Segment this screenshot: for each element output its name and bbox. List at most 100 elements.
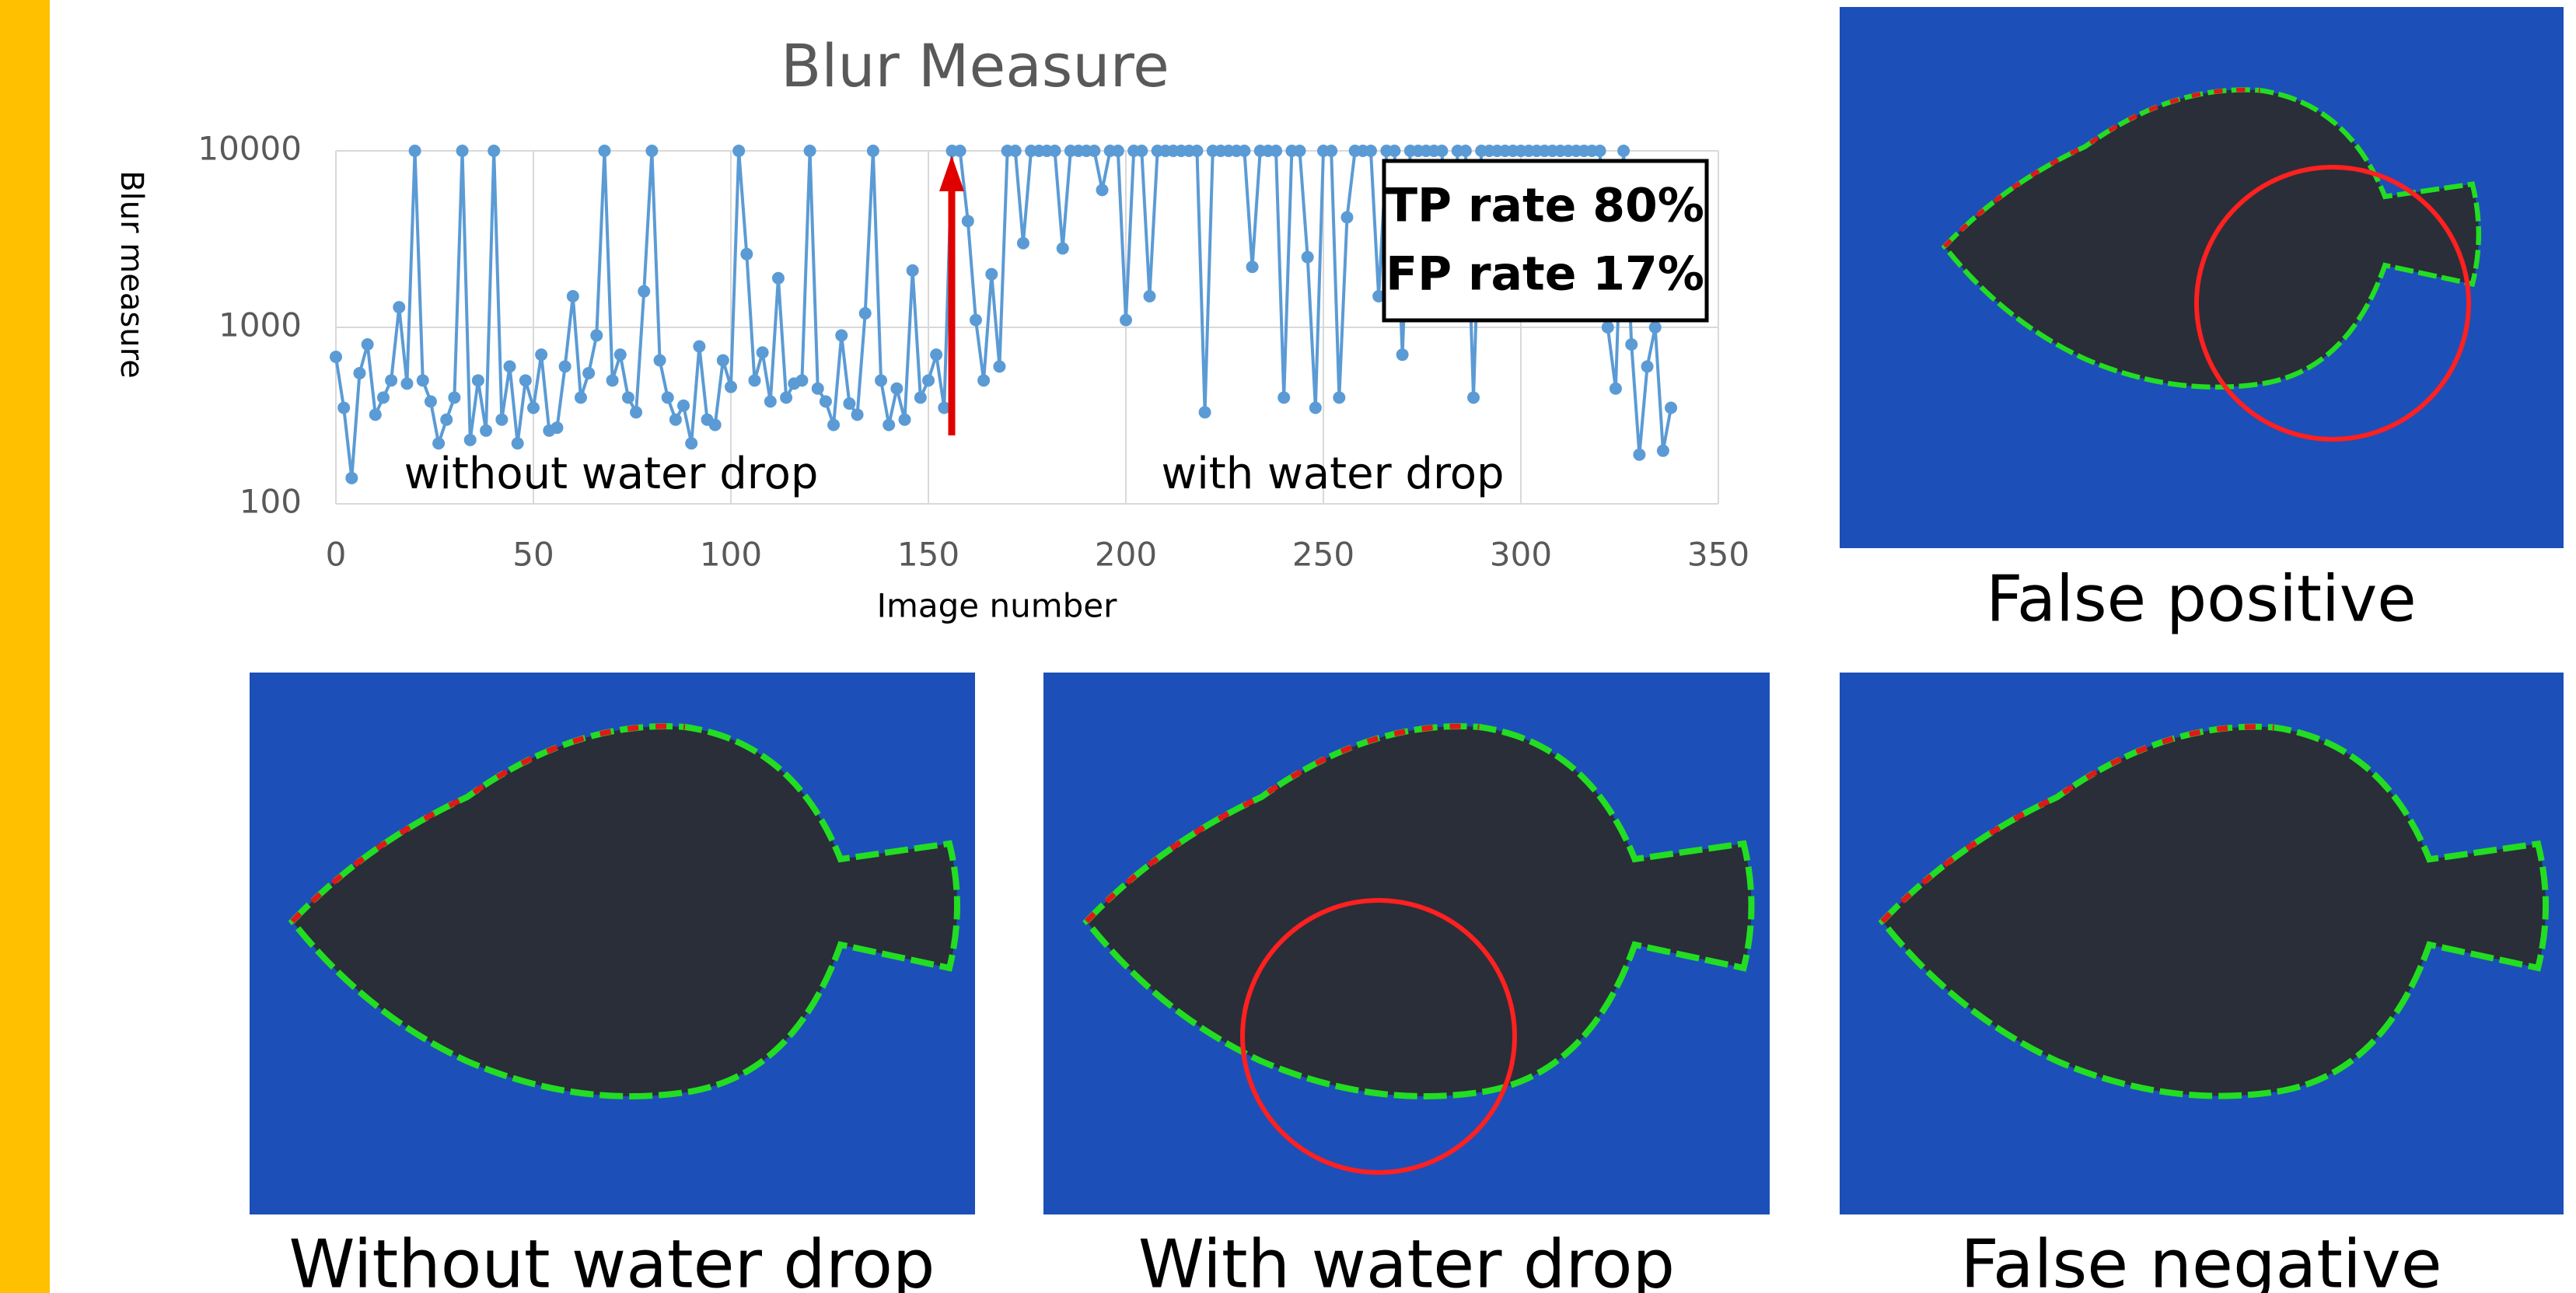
point [504,360,516,372]
fp-rate: FP rate 17% [1386,247,1704,302]
point [954,145,966,157]
point [757,346,769,358]
point [693,340,705,352]
point [890,383,903,395]
point [732,145,745,157]
point [985,268,998,281]
point [1625,338,1638,351]
point [409,145,421,157]
point [353,367,365,379]
caption: With water drop [1138,1225,1675,1293]
point [1459,145,1472,157]
point [559,360,571,372]
x-axis-label: Image number [877,587,1118,625]
x-tick-label: 150 [897,536,959,574]
point [1649,321,1662,334]
caption: False negative [1960,1225,2441,1293]
point [456,145,469,157]
point [432,437,445,449]
caption: Without water drop [288,1225,935,1293]
point [1294,145,1306,157]
point [519,374,532,386]
point [851,408,864,421]
point [575,391,587,404]
point [914,391,927,404]
point [1594,145,1606,157]
point [614,348,627,361]
point [1278,391,1290,404]
point [417,374,429,386]
point [472,374,484,386]
point [645,145,658,157]
point [875,374,887,386]
point [464,434,477,446]
point [606,374,619,386]
point [795,374,808,386]
point [780,391,792,404]
point [1135,145,1148,157]
point [369,408,382,421]
point [1610,383,1622,395]
point [1665,401,1677,414]
point [867,145,879,157]
x-tick-label: 250 [1292,536,1354,574]
point [622,391,634,404]
annotation: without water drop [404,449,819,499]
point [440,414,453,426]
point [480,425,492,437]
caption: False positive [1986,562,2417,636]
point [1190,145,1203,157]
point [717,354,729,366]
point [495,414,508,426]
point [993,360,1005,372]
point [1633,449,1645,461]
point [907,264,919,277]
point [1049,145,1061,157]
point [1096,183,1109,196]
x-tick-label: 0 [326,536,347,574]
point [1365,145,1377,157]
point [1009,145,1022,157]
point [654,354,666,366]
point [638,285,650,298]
point [859,307,872,320]
point [804,145,816,157]
point [1238,145,1250,157]
photo-false-negative [1840,673,2564,1214]
point [1340,211,1353,224]
point [1396,348,1409,361]
point [1388,145,1400,157]
point [535,348,547,361]
point [582,367,595,379]
point [1199,406,1211,418]
x-tick-label: 200 [1095,536,1157,574]
x-tick-label: 50 [512,536,554,574]
point [1143,290,1155,302]
accent-bar [0,0,50,1293]
point [488,145,500,157]
point [725,381,737,393]
point [630,406,642,418]
point [843,397,855,410]
point [677,400,690,412]
point [1617,145,1630,157]
y-tick-label: 1000 [218,306,302,344]
point [567,290,579,302]
y-axis-label: Blur measure [114,170,149,379]
y-tick-label: 10000 [197,130,302,168]
point [551,421,563,434]
point [669,414,682,426]
point [962,215,974,227]
point [337,401,350,414]
point [1333,391,1345,404]
x-tick-label: 300 [1490,536,1552,574]
point [393,301,405,313]
point [345,472,358,484]
point [1435,145,1448,157]
photo-false-positive [1840,7,2564,548]
annotation: with water drop [1161,449,1504,499]
chart-title: Blur Measure [781,31,1169,100]
x-tick-label: 350 [1687,536,1749,574]
y-tick-label: 100 [239,483,302,521]
point [400,377,413,390]
